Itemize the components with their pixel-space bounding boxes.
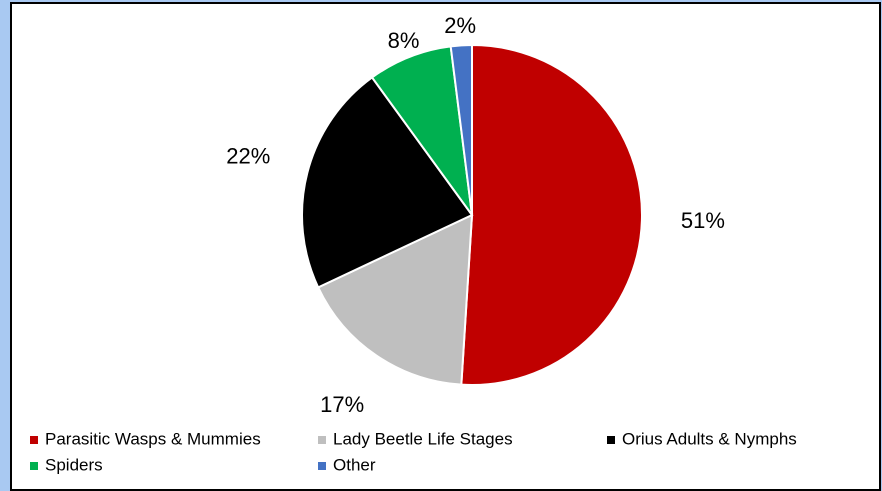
data-label: 51% [681, 208, 725, 233]
data-label: 22% [226, 143, 270, 168]
data-label: 2% [444, 13, 476, 38]
data-label: 8% [388, 28, 420, 53]
pie-slice [460, 43, 643, 386]
pie-slice [301, 76, 474, 289]
legend-swatch [30, 436, 38, 444]
pie-slice [316, 213, 474, 386]
legend-swatch [30, 462, 38, 470]
legend-swatch [318, 436, 326, 444]
legend-swatch [607, 436, 615, 444]
legend-label: Parasitic Wasps & Mummies [45, 429, 261, 448]
legend-swatch [318, 462, 326, 470]
legend-label: Lady Beetle Life Stages [333, 429, 513, 448]
legend-label: Other [333, 455, 376, 474]
data-label: 17% [320, 392, 364, 417]
legend-label: Orius Adults & Nymphs [622, 429, 797, 448]
pie-slice [449, 43, 473, 216]
legend-label: Spiders [45, 455, 103, 474]
